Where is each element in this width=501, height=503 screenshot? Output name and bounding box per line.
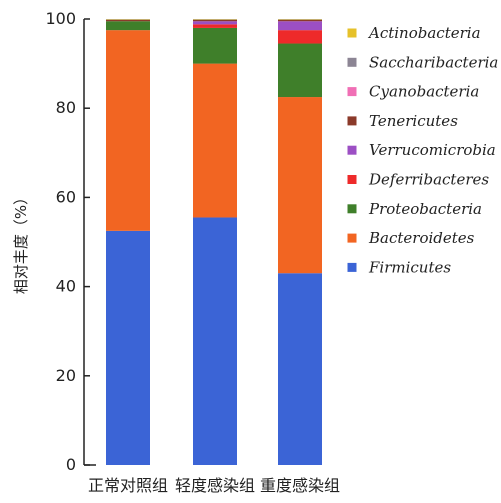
legend-swatch (347, 116, 357, 126)
legend-label: Verrucomicrobia (369, 141, 496, 159)
bar-segment-proteobacteria-2 (193, 27, 237, 64)
legend-label: Deferribacteres (368, 171, 489, 189)
bar-segment-tenericutes-1 (106, 19, 150, 22)
legend-swatch (347, 28, 357, 38)
legend-swatch (347, 87, 357, 97)
y-tick-label: 40 (56, 277, 76, 296)
y-tick-label: 0 (66, 455, 76, 474)
legend-label: Actinobacteria (367, 24, 481, 42)
bar-segment-deferribacteres-3 (278, 30, 322, 44)
legend-swatch (347, 57, 357, 67)
bar-segment-bacteroidetes-1 (106, 30, 150, 231)
legend-swatch (347, 233, 357, 243)
bar-segment-proteobacteria-1 (106, 21, 150, 31)
x-category-label: 正常对照组 (88, 476, 168, 495)
x-category-label: 重度感染组 (260, 476, 340, 495)
legend-label: Tenericutes (369, 112, 458, 130)
bar-segment-tenericutes-3 (278, 19, 322, 22)
y-tick-label: 80 (56, 98, 76, 117)
legend-swatch (347, 204, 357, 214)
legend-swatch (347, 145, 357, 155)
bar-segment-proteobacteria-3 (278, 43, 322, 98)
bar-segment-firmicutes-3 (278, 273, 322, 465)
bar-segment-firmicutes-1 (106, 230, 150, 465)
legend-swatch (347, 262, 357, 272)
y-axis-title: 相对丰度（%） (12, 190, 30, 294)
bar-segment-firmicutes-2 (193, 217, 237, 465)
bar-segment-tenericutes-2 (193, 19, 237, 22)
bar-segment-bacteroidetes-3 (278, 97, 322, 274)
y-tick-label: 100 (45, 9, 76, 28)
legend-swatch (347, 175, 357, 184)
legend-label: Firmicutes (368, 258, 451, 276)
legend-label: Bacteroidetes (368, 229, 475, 247)
bar-segment-verrucomicrobia-2 (193, 21, 237, 25)
y-tick-label: 20 (56, 366, 76, 385)
legend-label: Cyanobacteria (369, 83, 479, 101)
bar-segment-verrucomicrobia-3 (278, 21, 322, 31)
y-tick-label: 60 (56, 187, 76, 206)
legend-label: Proteobacteria (368, 200, 482, 218)
bar-segment-bacteroidetes-2 (193, 63, 237, 218)
legend-label: Saccharibacteria (369, 53, 498, 71)
bar-segment-deferribacteres-2 (193, 24, 237, 28)
x-category-label: 轻度感染组 (175, 476, 255, 495)
